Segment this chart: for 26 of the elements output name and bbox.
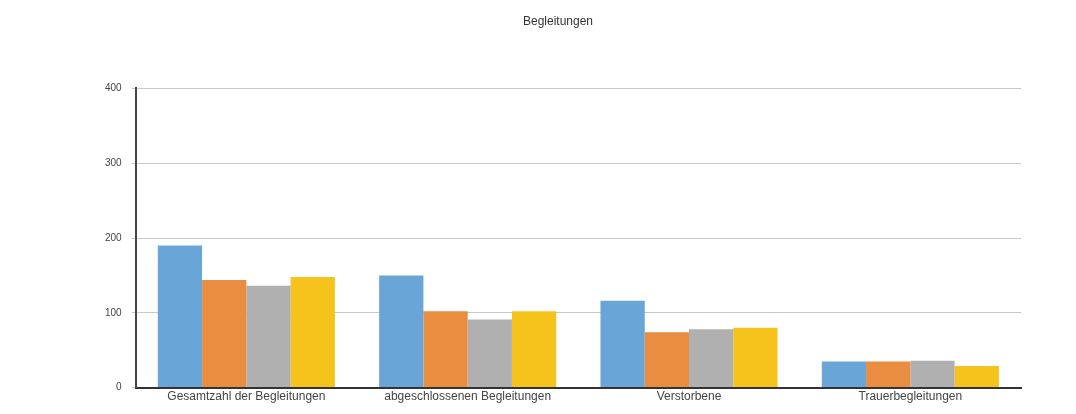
y-tick-label: 0	[116, 381, 123, 393]
bar	[379, 275, 424, 388]
bar	[733, 327, 778, 388]
bar	[423, 311, 468, 388]
y-tick-label: 300	[105, 156, 123, 168]
bar	[910, 360, 955, 388]
x-tick-label: Gesamtzahl der Begleitungen	[167, 389, 326, 404]
bar	[511, 311, 557, 388]
y-tick-label: 200	[105, 231, 123, 243]
chart-title: Begleitungen	[522, 13, 594, 28]
bar	[821, 361, 867, 388]
x-tick-label: Trauerbegleitungen	[858, 389, 963, 404]
x-tick-label: abgeschlossenen Begleitungen	[384, 389, 552, 404]
y-tick-label: 400	[105, 82, 123, 94]
bar	[644, 332, 690, 388]
x-tick-label: Verstorbene	[656, 389, 722, 404]
bar	[954, 365, 999, 388]
bar	[689, 329, 734, 388]
bar	[290, 276, 335, 388]
bar	[467, 319, 512, 388]
bar	[246, 285, 291, 388]
bar	[157, 245, 203, 388]
y-tick-label: 100	[105, 306, 123, 318]
bar	[600, 300, 645, 388]
bar	[866, 361, 911, 388]
bar	[202, 279, 247, 388]
